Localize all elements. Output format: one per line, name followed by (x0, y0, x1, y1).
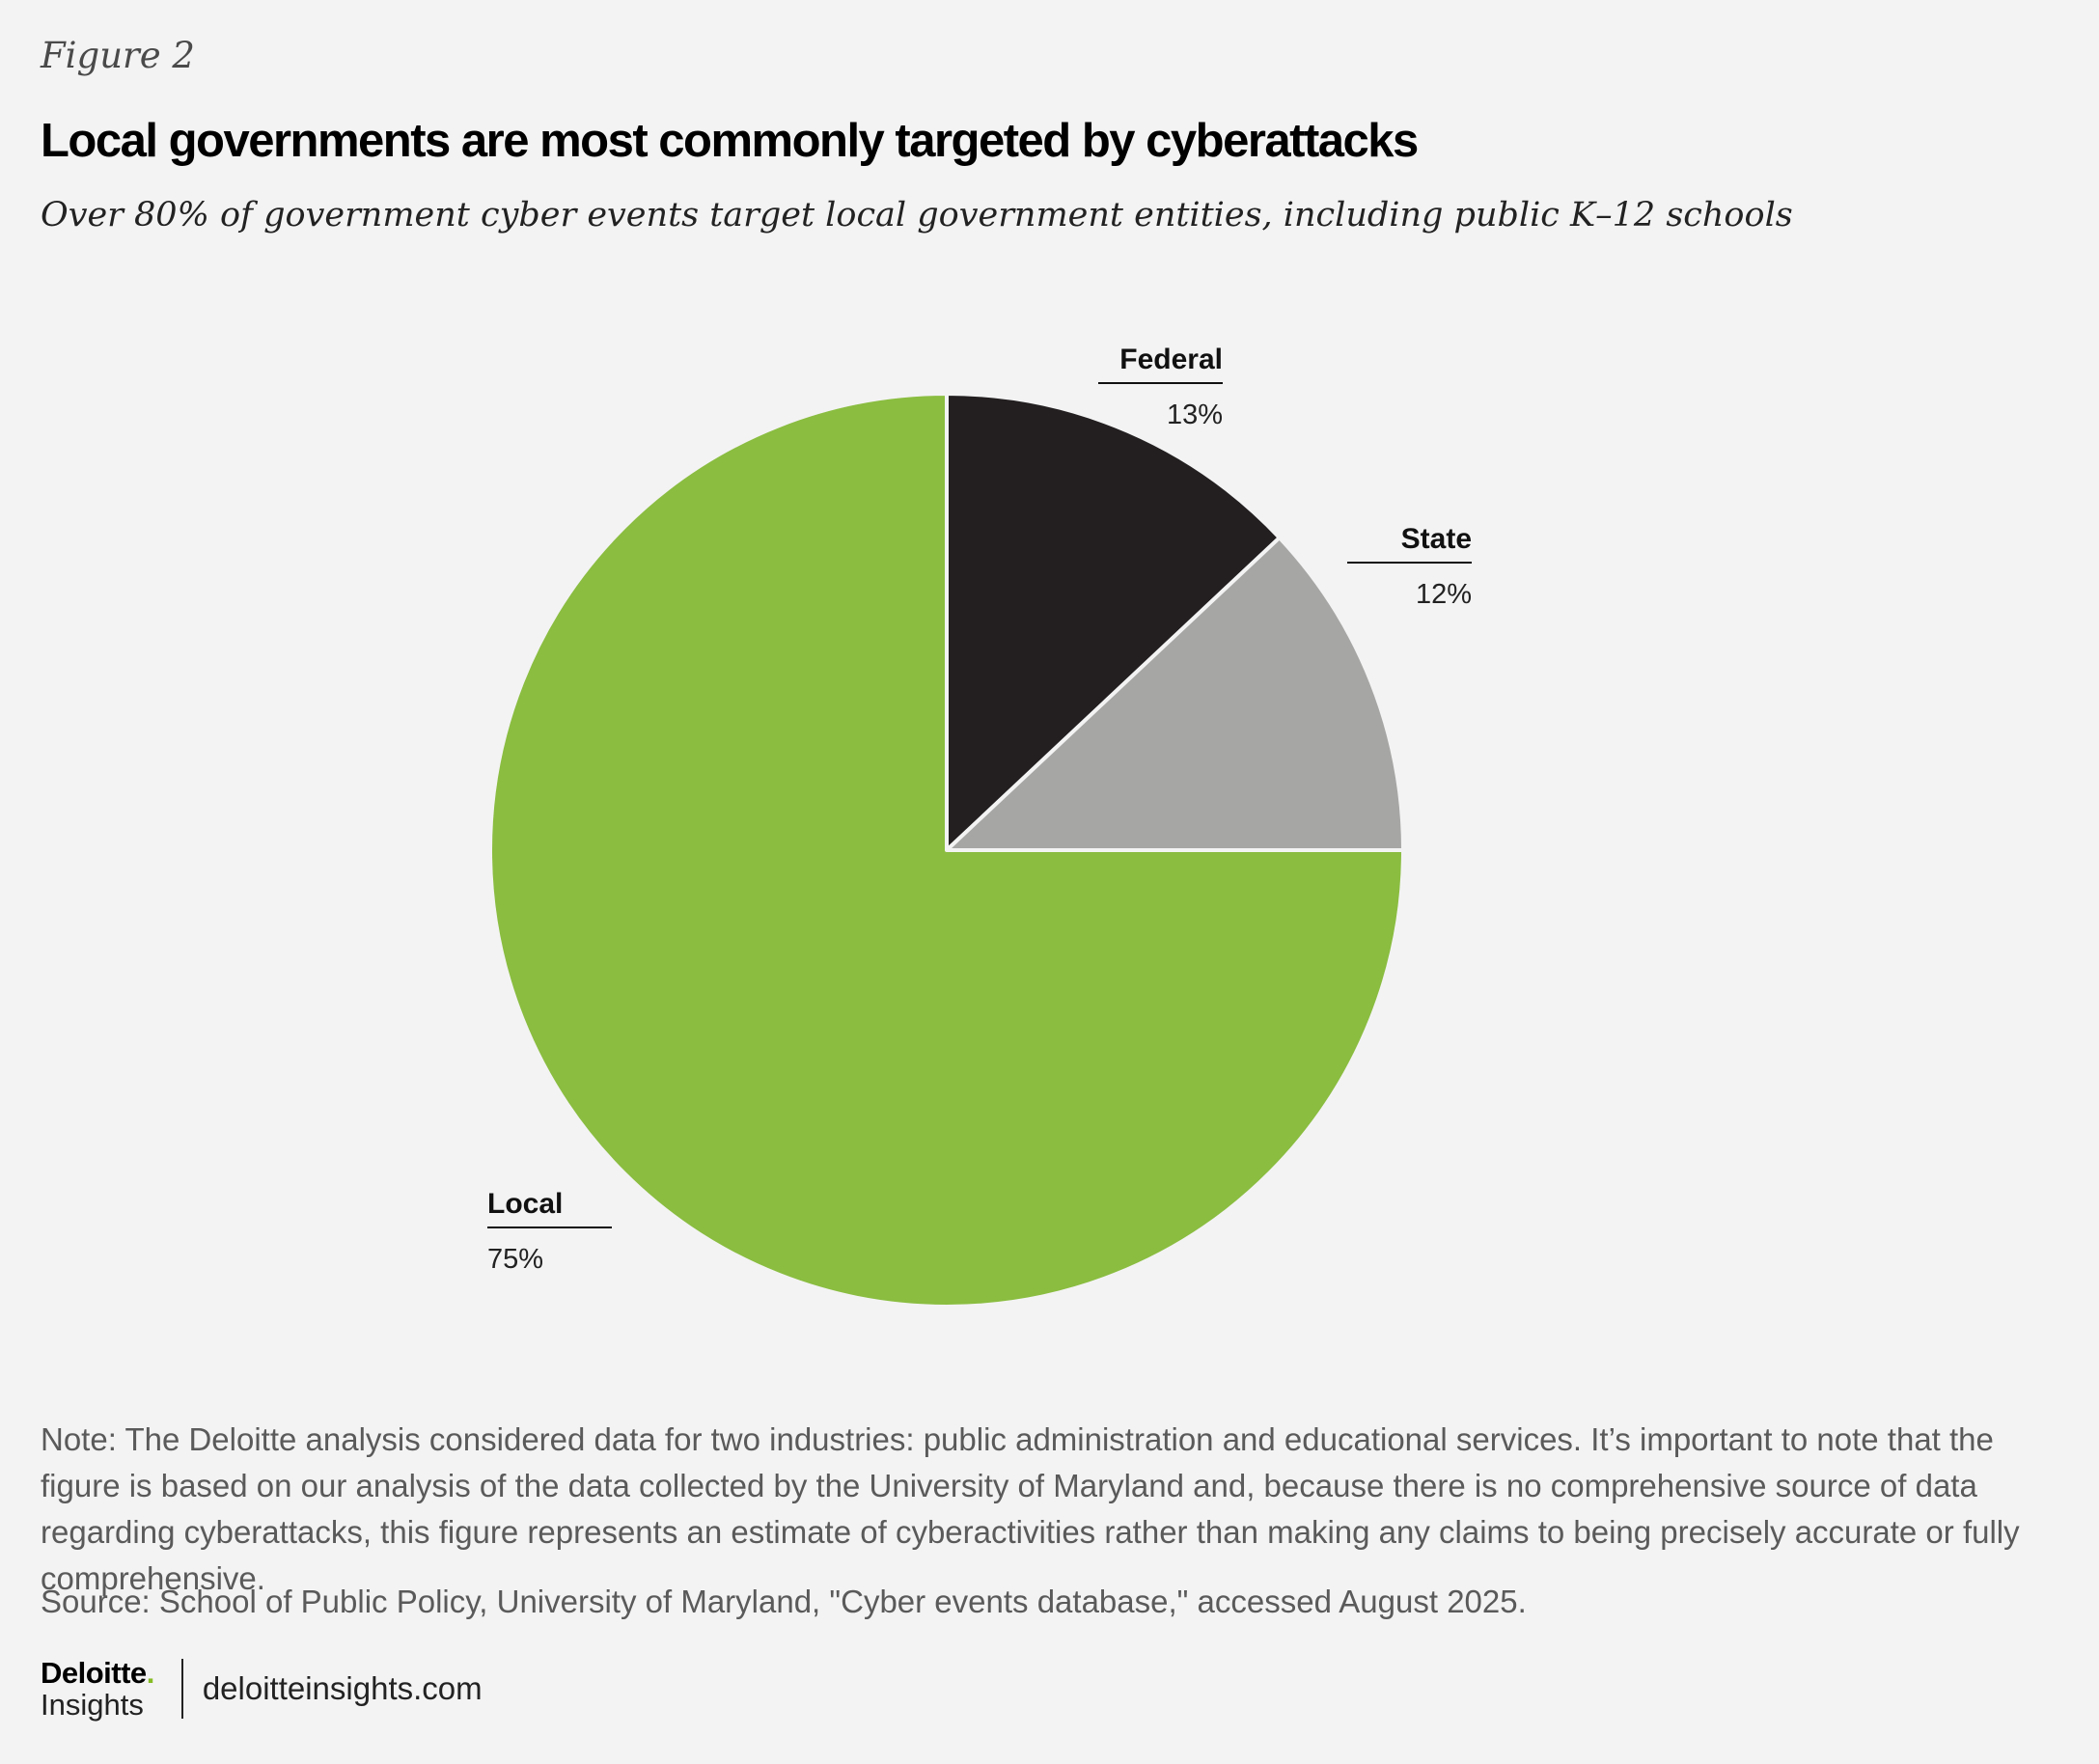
chart-subtitle: Over 80% of government cyber events targ… (41, 196, 1793, 234)
chart-note: Note: The Deloitte analysis considered d… (41, 1421, 2020, 1596)
figure-label: Figure 2 (41, 35, 195, 76)
footer-url-link[interactable]: deloitteinsights.com (202, 1670, 483, 1706)
pie-slice-federal (945, 392, 1282, 852)
slice-label-federal: Federal (1119, 344, 1223, 375)
chart-source: Source: School of Public Policy, Univers… (41, 1584, 1527, 1619)
footer-divider (180, 1659, 183, 1719)
slice-label-local: Local (487, 1188, 563, 1220)
slice-label-state: State (1401, 523, 1472, 555)
pie-chart: Federal 13% State 12% Local 75% (487, 344, 1472, 1309)
slice-value-local: 75% (487, 1244, 543, 1275)
logo-wordmark: Deloitte. (41, 1656, 154, 1690)
slice-value-federal: 13% (1167, 400, 1223, 430)
logo-subtitle: Insights (41, 1688, 144, 1722)
chart-title: Local governments are most commonly targ… (41, 115, 1419, 167)
slice-value-state: 12% (1416, 579, 1472, 610)
pie-slice-local (488, 392, 1405, 1309)
deloitte-insights-logo[interactable]: Deloitte. Insights (41, 1658, 154, 1720)
footer: Deloitte. Insights deloitteinsights.com (41, 1658, 483, 1720)
pie-slice-state (945, 536, 1405, 852)
